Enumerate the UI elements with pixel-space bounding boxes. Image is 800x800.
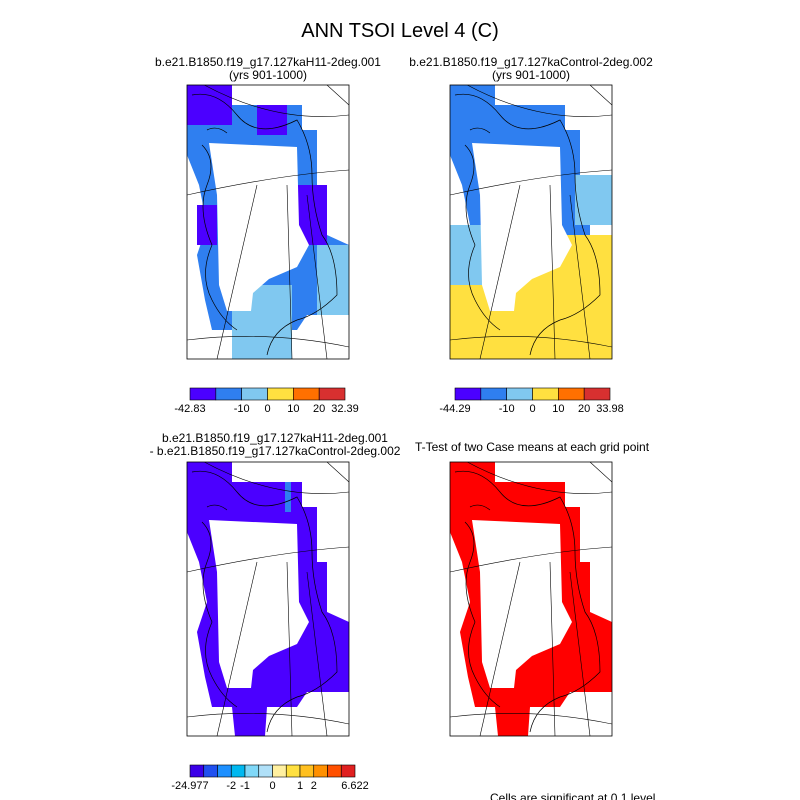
colorbar-label: 2 <box>311 780 317 792</box>
colorbar-box <box>313 764 328 778</box>
colorbar-box <box>506 387 533 401</box>
colorbar-label: -44.29 <box>439 403 470 415</box>
map <box>187 85 349 359</box>
colorbar-box <box>230 764 246 778</box>
colorbar-box <box>454 387 482 401</box>
colorbar-box <box>299 764 315 778</box>
panel-title: T-Test of two Case means at each grid po… <box>415 440 650 454</box>
panel-subtitle: (yrs 901-1000) <box>492 68 570 82</box>
colorbar-box <box>285 764 301 778</box>
colorbar-box <box>241 387 268 401</box>
colorbar-box <box>293 387 320 401</box>
panel-title: b.e21.B1850.f19_g17.127kaControl-2deg.00… <box>409 55 653 69</box>
colorbar-label: 0 <box>269 780 275 792</box>
colorbar-box <box>244 764 260 778</box>
colorbar-label: -24.977 <box>171 780 208 792</box>
colorbar-label: 10 <box>552 403 564 415</box>
colorbar-label: 0 <box>529 403 535 415</box>
colorbar-label: 33.98 <box>596 403 624 415</box>
colorbar-label: 0 <box>264 403 270 415</box>
colorbar-box <box>203 764 218 778</box>
colorbar-label: 20 <box>578 403 590 415</box>
colorbar-box <box>480 387 507 401</box>
map <box>450 462 612 736</box>
colorbar-label: 1 <box>297 780 303 792</box>
colorbar-box <box>217 764 232 778</box>
colorbar-label: 6.622 <box>341 780 369 792</box>
panel-title: b.e21.B1850.f19_g17.127kaH11-2deg.001 <box>162 431 388 445</box>
colorbar-label: 32.39 <box>331 403 359 415</box>
colorbar-box <box>583 387 611 401</box>
panel-subtitle: - b.e21.B1850.f19_g17.127kaControl-2deg.… <box>150 444 401 458</box>
colorbar-label: -10 <box>499 403 515 415</box>
map-frame <box>186 84 350 360</box>
map-frame <box>186 461 350 737</box>
panel-title: b.e21.B1850.f19_g17.127kaH11-2deg.001 <box>155 55 381 69</box>
figure-title: ANN TSOI Level 4 (C) <box>301 20 498 42</box>
map <box>450 85 612 359</box>
colorbar-box <box>327 764 342 778</box>
map <box>187 462 349 736</box>
map-frame <box>449 84 613 360</box>
colorbar-box <box>267 387 294 401</box>
colorbar-box <box>215 387 242 401</box>
footnote: Cells are significant at 0.1 level <box>490 791 655 800</box>
colorbar-label: 10 <box>287 403 299 415</box>
colorbar-label: -1 <box>240 780 250 792</box>
colorbar-box <box>258 764 273 778</box>
panel-subtitle: (yrs 901-1000) <box>229 68 307 82</box>
colorbar-box <box>532 387 559 401</box>
colorbar-box <box>189 764 205 778</box>
colorbar-box <box>189 387 217 401</box>
colorbar-box <box>318 387 346 401</box>
colorbar-label: 20 <box>313 403 325 415</box>
colorbar-box <box>340 764 356 778</box>
colorbar-label: -2 <box>226 780 236 792</box>
colorbar-box <box>558 387 585 401</box>
colorbar-label: -10 <box>234 403 250 415</box>
colorbar-label: -42.83 <box>174 403 205 415</box>
colorbar-box <box>272 764 287 778</box>
map-frame <box>449 461 613 737</box>
